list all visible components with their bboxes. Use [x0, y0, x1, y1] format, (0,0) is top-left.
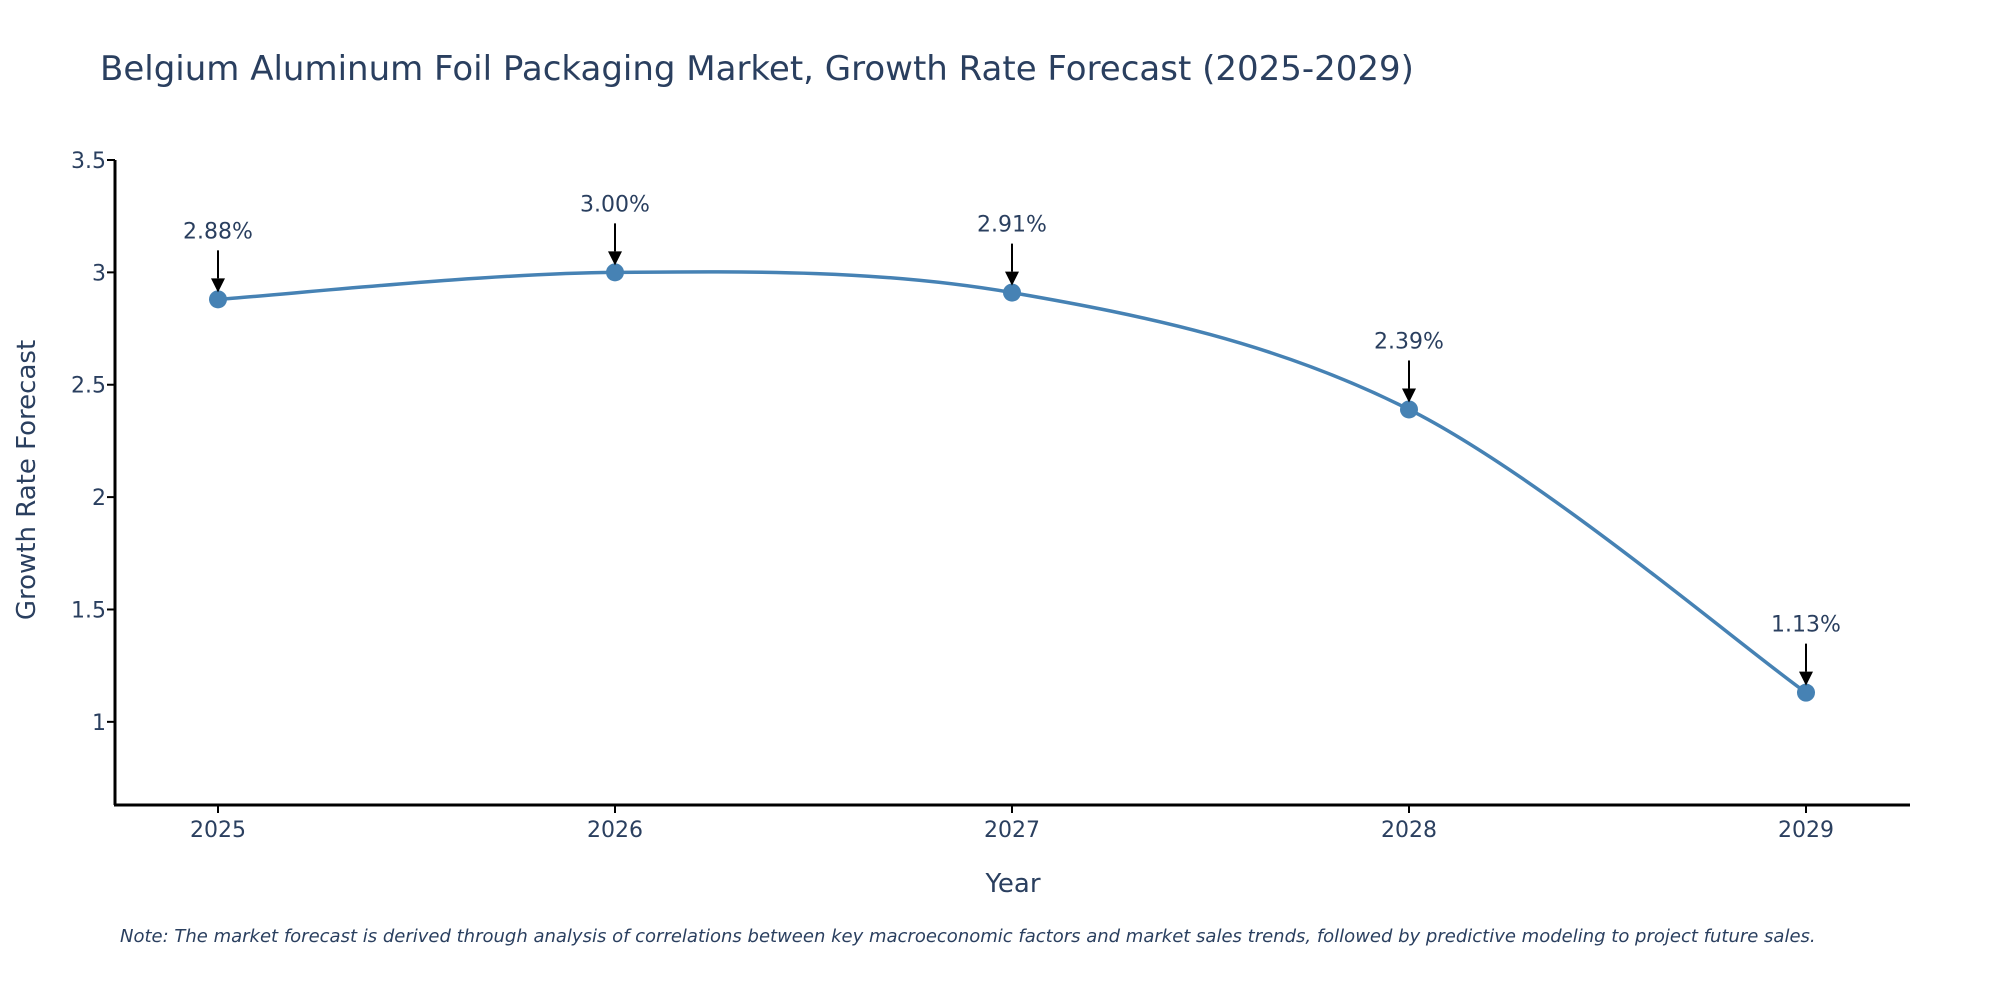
data-point — [1797, 683, 1815, 702]
x-tick-label: 2027 — [984, 818, 1040, 843]
annotation-arrow-head — [1799, 671, 1813, 686]
y-tick-label: 2 — [92, 486, 106, 511]
annotation-arrow-head — [608, 251, 622, 266]
data-point — [606, 263, 624, 282]
data-point — [209, 290, 227, 309]
y-tick-label: 1 — [92, 711, 106, 736]
data-label: 2.88% — [183, 219, 253, 244]
data-label: 2.91% — [977, 213, 1047, 238]
y-tick-label: 1.5 — [71, 598, 106, 623]
annotation-arrow-head — [211, 278, 225, 293]
y-tick-label: 3 — [92, 261, 106, 286]
x-axis-ticks: 2025 2026 2027 2028 2029 — [190, 805, 1834, 843]
data-point — [1003, 283, 1021, 302]
data-label: 2.39% — [1374, 329, 1444, 354]
y-axis-title: Growth Rate Forecast — [12, 340, 42, 620]
annotation-arrow-head — [1005, 271, 1019, 286]
x-tick-label: 2029 — [1778, 818, 1834, 843]
y-axis-ticks: 1 1.5 2 2.5 3 3.5 — [71, 149, 115, 736]
footnote: Note: The market forecast is derived thr… — [120, 926, 1816, 947]
x-axis-title: Year — [984, 869, 1040, 899]
annotation-arrow-head — [1402, 388, 1416, 403]
y-tick-label: 2.5 — [71, 374, 106, 399]
data-annotations: 2.88% 3.00% 2.91% 2.39% 1.13% — [183, 192, 1841, 686]
x-tick-label: 2026 — [587, 818, 643, 843]
x-tick-label: 2025 — [190, 818, 246, 843]
y-tick-label: 3.5 — [71, 149, 106, 174]
x-tick-label: 2028 — [1381, 818, 1437, 843]
series-line — [217, 270, 1808, 695]
data-label: 3.00% — [580, 192, 650, 217]
data-markers — [209, 263, 1815, 702]
data-point — [1400, 400, 1418, 419]
data-label: 1.13% — [1771, 613, 1841, 638]
chart-title: Belgium Aluminum Foil Packaging Market, … — [100, 49, 1414, 89]
